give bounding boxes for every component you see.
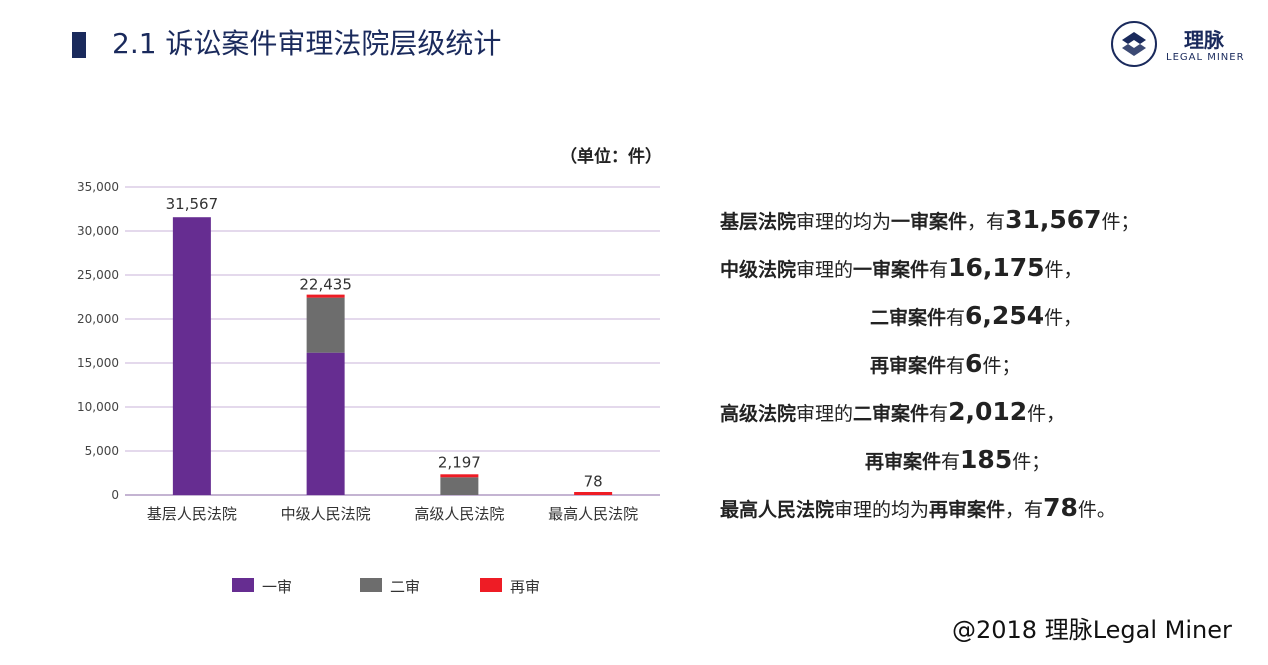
summary-segment: 78 bbox=[1043, 493, 1078, 522]
y-tick-label: 15,000 bbox=[77, 356, 119, 370]
summary-segment: 最高人民法院 bbox=[720, 499, 835, 521]
summary-line: 再审案件有185件； bbox=[865, 436, 1268, 484]
bar-segment bbox=[306, 297, 345, 353]
title-accent-bar bbox=[72, 32, 86, 58]
x-category-label: 中级人民法院 bbox=[281, 505, 371, 523]
summary-segment: 高级法院 bbox=[720, 403, 797, 425]
x-category-label: 最高人民法院 bbox=[548, 505, 638, 523]
bar-total-label: 22,435 bbox=[299, 276, 352, 294]
summary-text: 基层法院审理的均为一审案件，有31,567件； 中级法院审理的一审案件有16,1… bbox=[720, 196, 1240, 532]
legal-miner-logo-icon bbox=[1111, 21, 1157, 67]
summary-segment: 中级法院 bbox=[720, 259, 797, 281]
bar-segment bbox=[172, 217, 211, 496]
bar-segment bbox=[306, 294, 345, 298]
summary-segment: 一审案件 bbox=[891, 211, 968, 233]
summary-segment: 有 bbox=[929, 259, 949, 281]
summary-segment: 基层法院 bbox=[720, 211, 797, 233]
stacked-bar-chart: 0 5,000 10,000 15,000 20,000 25,000 30,000 35,0… bbox=[77, 180, 660, 523]
footer-copyright: @2018 理脉Legal Miner bbox=[952, 616, 1232, 644]
y-tick-label: 30,000 bbox=[77, 224, 119, 238]
bar-segment bbox=[440, 477, 479, 495]
page-title: 2.1 诉讼案件审理法院层级统计 bbox=[112, 27, 502, 60]
summary-segment: 6 bbox=[965, 349, 983, 378]
legend-label-first-instance: 一审 bbox=[262, 578, 293, 596]
summary-segment: 有 bbox=[946, 307, 966, 329]
summary-segment: 件； bbox=[1101, 211, 1140, 233]
summary-segment: 再审案件 bbox=[870, 355, 947, 377]
bar-total-label: 31,567 bbox=[166, 195, 219, 213]
summary-segment: 再审案件 bbox=[929, 499, 1006, 521]
summary-segment: 审理的 bbox=[796, 259, 854, 281]
summary-segment: 2,012 bbox=[948, 397, 1028, 426]
unit-label: （单位：件） bbox=[560, 147, 662, 167]
summary-segment: 有 bbox=[946, 355, 966, 377]
summary-segment: 6,254 bbox=[965, 301, 1045, 330]
summary-segment: 审理的 bbox=[796, 403, 854, 425]
y-tick-label: 35,000 bbox=[77, 180, 119, 194]
y-tick-label: 20,000 bbox=[77, 312, 119, 326]
summary-segment: 件， bbox=[1027, 403, 1066, 425]
legend-swatch-first-instance bbox=[232, 578, 254, 592]
x-category-label: 高级人民法院 bbox=[414, 505, 504, 523]
summary-segment: 件； bbox=[1012, 451, 1051, 473]
y-tick-label: 10,000 bbox=[77, 400, 119, 414]
legend-swatch-second-instance bbox=[360, 578, 382, 592]
summary-segment: 二审案件 bbox=[870, 307, 947, 329]
summary-segment: ，有 bbox=[967, 211, 1006, 233]
y-tick-label: 5,000 bbox=[85, 444, 119, 458]
summary-segment: 件； bbox=[982, 355, 1021, 377]
y-tick-label: 0 bbox=[111, 488, 119, 502]
summary-segment: ，有 bbox=[1005, 499, 1044, 521]
summary-line: 二审案件有6,254件， bbox=[870, 292, 1268, 340]
y-tick-label: 25,000 bbox=[77, 268, 119, 282]
summary-line: 最高人民法院审理的均为再审案件，有78件。 bbox=[720, 484, 1240, 532]
summary-segment: 审理的均为 bbox=[834, 499, 930, 521]
summary-segment: 件。 bbox=[1077, 499, 1116, 521]
summary-segment: 有 bbox=[941, 451, 961, 473]
logo-chinese-text: 理脉 bbox=[1184, 28, 1224, 52]
bar-total-label: 78 bbox=[584, 472, 603, 490]
logo-english-text: LEGAL MINER bbox=[1166, 52, 1245, 63]
summary-segment: 再审案件 bbox=[865, 451, 942, 473]
brand-logo: 理脉 LEGAL MINER bbox=[1110, 20, 1250, 72]
summary-line: 再审案件有6件； bbox=[870, 340, 1268, 388]
summary-segment: 二审案件 bbox=[853, 403, 930, 425]
summary-line: 中级法院审理的一审案件有16,175件， bbox=[720, 244, 1240, 292]
summary-line: 基层法院审理的均为一审案件，有31,567件； bbox=[720, 196, 1240, 244]
summary-segment: 185 bbox=[960, 445, 1013, 474]
summary-segment: 件， bbox=[1044, 307, 1083, 329]
summary-line: 高级法院审理的二审案件有2,012件， bbox=[720, 388, 1240, 436]
bar-segment bbox=[440, 474, 479, 478]
summary-segment: 16,175 bbox=[948, 253, 1045, 282]
legend-swatch-retrial bbox=[480, 578, 502, 592]
summary-segment: 件， bbox=[1044, 259, 1083, 281]
legend-label-second-instance: 二审 bbox=[390, 578, 421, 596]
bar-segment bbox=[306, 352, 345, 495]
summary-segment: 审理的均为 bbox=[796, 211, 892, 233]
bar-total-label: 2,197 bbox=[438, 454, 481, 472]
x-category-label: 基层人民法院 bbox=[147, 505, 237, 523]
legend-label-retrial: 再审 bbox=[510, 578, 541, 596]
summary-segment: 一审案件 bbox=[853, 259, 930, 281]
bar-segment bbox=[574, 492, 613, 495]
summary-segment: 有 bbox=[929, 403, 949, 425]
summary-segment: 31,567 bbox=[1005, 205, 1102, 234]
